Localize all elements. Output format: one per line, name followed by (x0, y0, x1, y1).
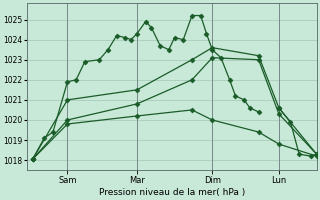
X-axis label: Pression niveau de la mer( hPa ): Pression niveau de la mer( hPa ) (99, 188, 245, 197)
